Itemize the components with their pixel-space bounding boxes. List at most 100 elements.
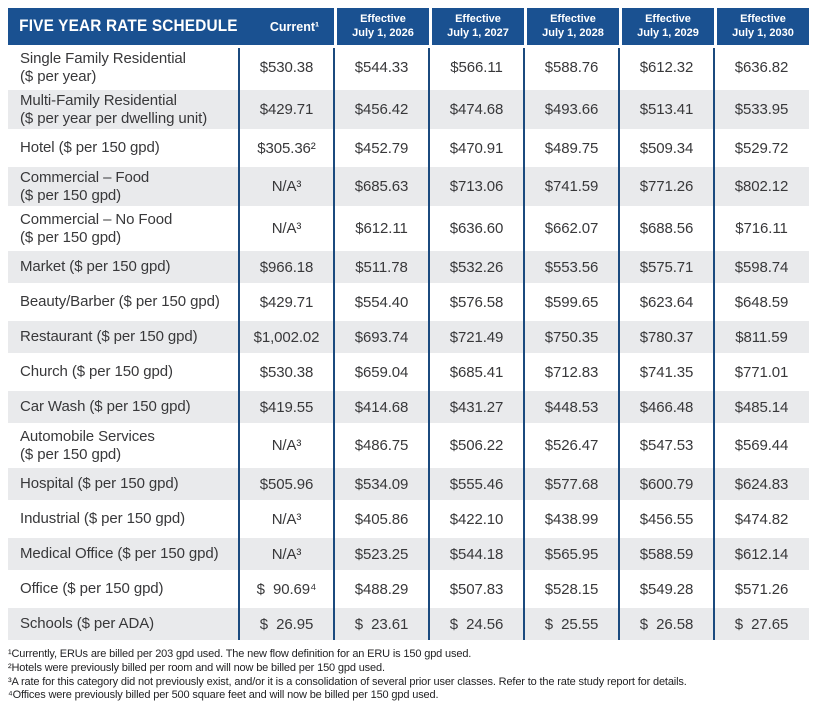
rate-cell: $544.18	[449, 545, 504, 563]
rate-cell-current: $966.18	[259, 258, 314, 276]
header-title-cell: FIVE YEAR RATE SCHEDULE Current¹	[8, 8, 334, 45]
rate-cell: $569.44	[734, 437, 789, 454]
rate-cell-current: $530.38	[259, 59, 314, 76]
rate-cell: $513.41	[639, 101, 694, 118]
column-header-current: Current¹	[269, 19, 320, 34]
column-header-line1: Effective	[550, 12, 596, 25]
rate-cell: $688.56	[639, 220, 694, 237]
row-label: Multi-Family Residential ($ per year per …	[8, 90, 239, 129]
rate-cell: $466.48	[639, 398, 694, 416]
rate-cell: $636.60	[449, 220, 504, 237]
rate-cell: $565.95	[544, 545, 599, 563]
rate-cell: $553.56	[544, 258, 599, 276]
rate-cell: $780.37	[639, 328, 694, 346]
rate-cell: $438.99	[544, 510, 599, 528]
table-title: FIVE YEAR RATE SCHEDULE	[19, 17, 238, 35]
rate-cell-current: N/A³	[271, 545, 302, 563]
rate-cell-current: $1,002.02	[253, 328, 320, 346]
rate-cell: $599.65	[544, 293, 599, 311]
table-row: Multi-Family Residential ($ per year per …	[8, 90, 809, 129]
column-divider	[713, 48, 715, 640]
rate-cell-current: N/A³	[271, 437, 302, 454]
row-label-line: Office ($ per 150 gpd)	[20, 580, 164, 598]
row-label: Hotel ($ per 150 gpd)	[8, 132, 239, 164]
row-label: Hospital ($ per 150 gpd)	[8, 468, 239, 500]
column-header-line1: Effective	[645, 12, 691, 25]
rate-cell: $533.95	[734, 101, 789, 118]
rate-cell: $452.79	[354, 139, 409, 157]
rate-cell: $511.78	[355, 258, 408, 276]
rate-cell: $507.83	[449, 580, 504, 598]
rate-cell: $771.26	[639, 178, 694, 195]
column-header-line2: July 1, 2029	[637, 26, 699, 39]
rate-cell: $588.76	[544, 59, 599, 76]
row-label-line: ($ per year)	[20, 67, 97, 85]
rate-cell: $662.07	[544, 220, 599, 237]
row-label-line: Industrial ($ per 150 gpd)	[20, 510, 186, 528]
rate-cell: $636.82	[734, 59, 789, 76]
column-divider	[618, 48, 620, 640]
row-label-line: Restaurant ($ per 150 gpd)	[20, 328, 198, 346]
rate-cell: $612.14	[734, 545, 789, 563]
rate-cell: $509.34	[639, 139, 694, 157]
rate-cell-current: N/A³	[271, 220, 302, 237]
rate-cell: $422.10	[449, 510, 504, 528]
rate-cell: $456.55	[639, 510, 694, 528]
rate-cell-current: $530.38	[259, 363, 314, 381]
footnotes: ¹Currently, ERUs are billed per 203 gpd …	[8, 648, 814, 703]
rate-cell: $575.71	[639, 258, 694, 276]
column-header-effective-2026: Effective July 1, 2026	[334, 8, 429, 45]
rate-cell: $685.63	[354, 178, 409, 195]
rate-cell: $ 27.65	[734, 615, 789, 633]
table-row: Hotel ($ per 150 gpd) $305.36² $452.79 $470…	[8, 132, 809, 164]
rate-cell: $ 25.55	[544, 615, 599, 633]
rate-cell-current: $305.36²	[257, 139, 316, 157]
rate-cell: $ 24.56	[449, 615, 504, 633]
rate-cell-current: N/A³	[271, 510, 302, 528]
rate-cell: $716.11	[735, 220, 788, 237]
row-label-line: Medical Office ($ per 150 gpd)	[20, 545, 219, 563]
rate-cell: $741.59	[544, 178, 599, 195]
row-label: Commercial – No Food ($ per 150 gpd)	[8, 209, 239, 248]
rate-table: FIVE YEAR RATE SCHEDULE Current¹ Effecti…	[8, 8, 809, 643]
row-label-line: Commercial – Food	[20, 168, 150, 186]
rate-cell: $414.68	[354, 398, 409, 416]
rate-cell: $693.74	[354, 328, 409, 346]
rate-cell: $577.68	[544, 475, 599, 493]
rate-cell: $506.22	[449, 437, 504, 454]
rate-cell: $685.41	[449, 363, 504, 381]
table-row: Car Wash ($ per 150 gpd) $419.55 $414.68 $4…	[8, 391, 809, 423]
rate-cell: $554.40	[354, 293, 409, 311]
table-row: Schools ($ per ADA) $ 26.95 $ 23.61 $ 24.56…	[8, 608, 809, 640]
rate-cell: $713.06	[449, 178, 504, 195]
row-label: Market ($ per 150 gpd)	[8, 251, 239, 283]
rate-cell: $741.35	[639, 363, 694, 381]
rate-cell: $431.27	[449, 398, 504, 416]
rate-cell: $488.29	[354, 580, 409, 598]
rate-cell: $456.42	[354, 101, 409, 118]
rate-cell: $489.75	[544, 139, 599, 157]
table-row: Single Family Residential ($ per year) $53…	[8, 48, 809, 87]
table-row: Hospital ($ per 150 gpd) $505.96 $534.09 $5…	[8, 468, 809, 500]
rate-cell: $576.58	[449, 293, 504, 311]
rate-cell: $526.47	[544, 437, 599, 454]
column-divider	[523, 48, 525, 640]
row-label: Car Wash ($ per 150 gpd)	[8, 391, 239, 423]
rate-cell-current: $ 90.69⁴	[256, 580, 317, 598]
rate-cell: $802.12	[734, 178, 789, 195]
row-label: Automobile Services ($ per 150 gpd)	[8, 426, 239, 465]
table-row: Church ($ per 150 gpd) $530.38 $659.04 $685…	[8, 356, 809, 388]
column-divider	[238, 48, 240, 640]
row-label-line: ($ per 150 gpd)	[20, 445, 122, 463]
rate-cell-current: $429.71	[259, 101, 314, 118]
column-header-effective-2027: Effective July 1, 2027	[429, 8, 524, 45]
table-row: Industrial ($ per 150 gpd) N/A³ $405.86 $42…	[8, 503, 809, 535]
column-header-effective-2029: Effective July 1, 2029	[619, 8, 714, 45]
rate-cell: $721.49	[449, 328, 504, 346]
row-label-line: Hotel ($ per 150 gpd)	[20, 139, 160, 157]
rate-cell: $771.01	[734, 363, 789, 381]
row-label-line: Hospital ($ per 150 gpd)	[20, 475, 179, 493]
rate-cell: $474.68	[449, 101, 504, 118]
rate-cell: $532.26	[449, 258, 504, 276]
footnote-3: ³A rate for this category did not previo…	[8, 675, 687, 688]
